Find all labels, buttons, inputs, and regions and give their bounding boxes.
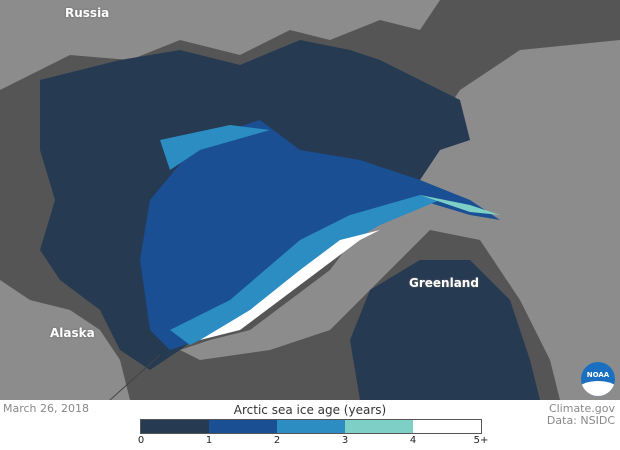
- credit-label: Climate.gov: [548, 402, 615, 415]
- legend-tick: 1: [205, 435, 213, 446]
- land: [0, 0, 620, 400]
- older-ice: [140, 120, 500, 350]
- legend-swatch: [209, 420, 277, 433]
- legend-colorbar: [140, 419, 482, 434]
- legend-title: Arctic sea ice age (years): [233, 403, 387, 417]
- date-label: March 26, 2018: [3, 402, 90, 415]
- label-greenland: Greenland: [409, 276, 479, 290]
- legend-tick: 2: [273, 435, 281, 446]
- label-russia: Russia: [65, 6, 110, 20]
- legend-tick: 3: [341, 435, 349, 446]
- legend-tick: 0: [137, 435, 145, 446]
- noaa-logo: NOAA: [581, 362, 615, 396]
- label-alaska: Alaska: [50, 326, 95, 340]
- legend-tick: 5+: [473, 435, 489, 446]
- sea-ice-map: [0, 0, 620, 400]
- legend-swatch: [413, 420, 481, 433]
- legend-swatch: [345, 420, 413, 433]
- noaa-logo-text: NOAA: [586, 371, 610, 379]
- legend-tick: 4: [409, 435, 417, 446]
- source-label: Data: NSIDC: [546, 414, 615, 427]
- legend-swatch: [277, 420, 345, 433]
- legend-swatch: [141, 420, 209, 433]
